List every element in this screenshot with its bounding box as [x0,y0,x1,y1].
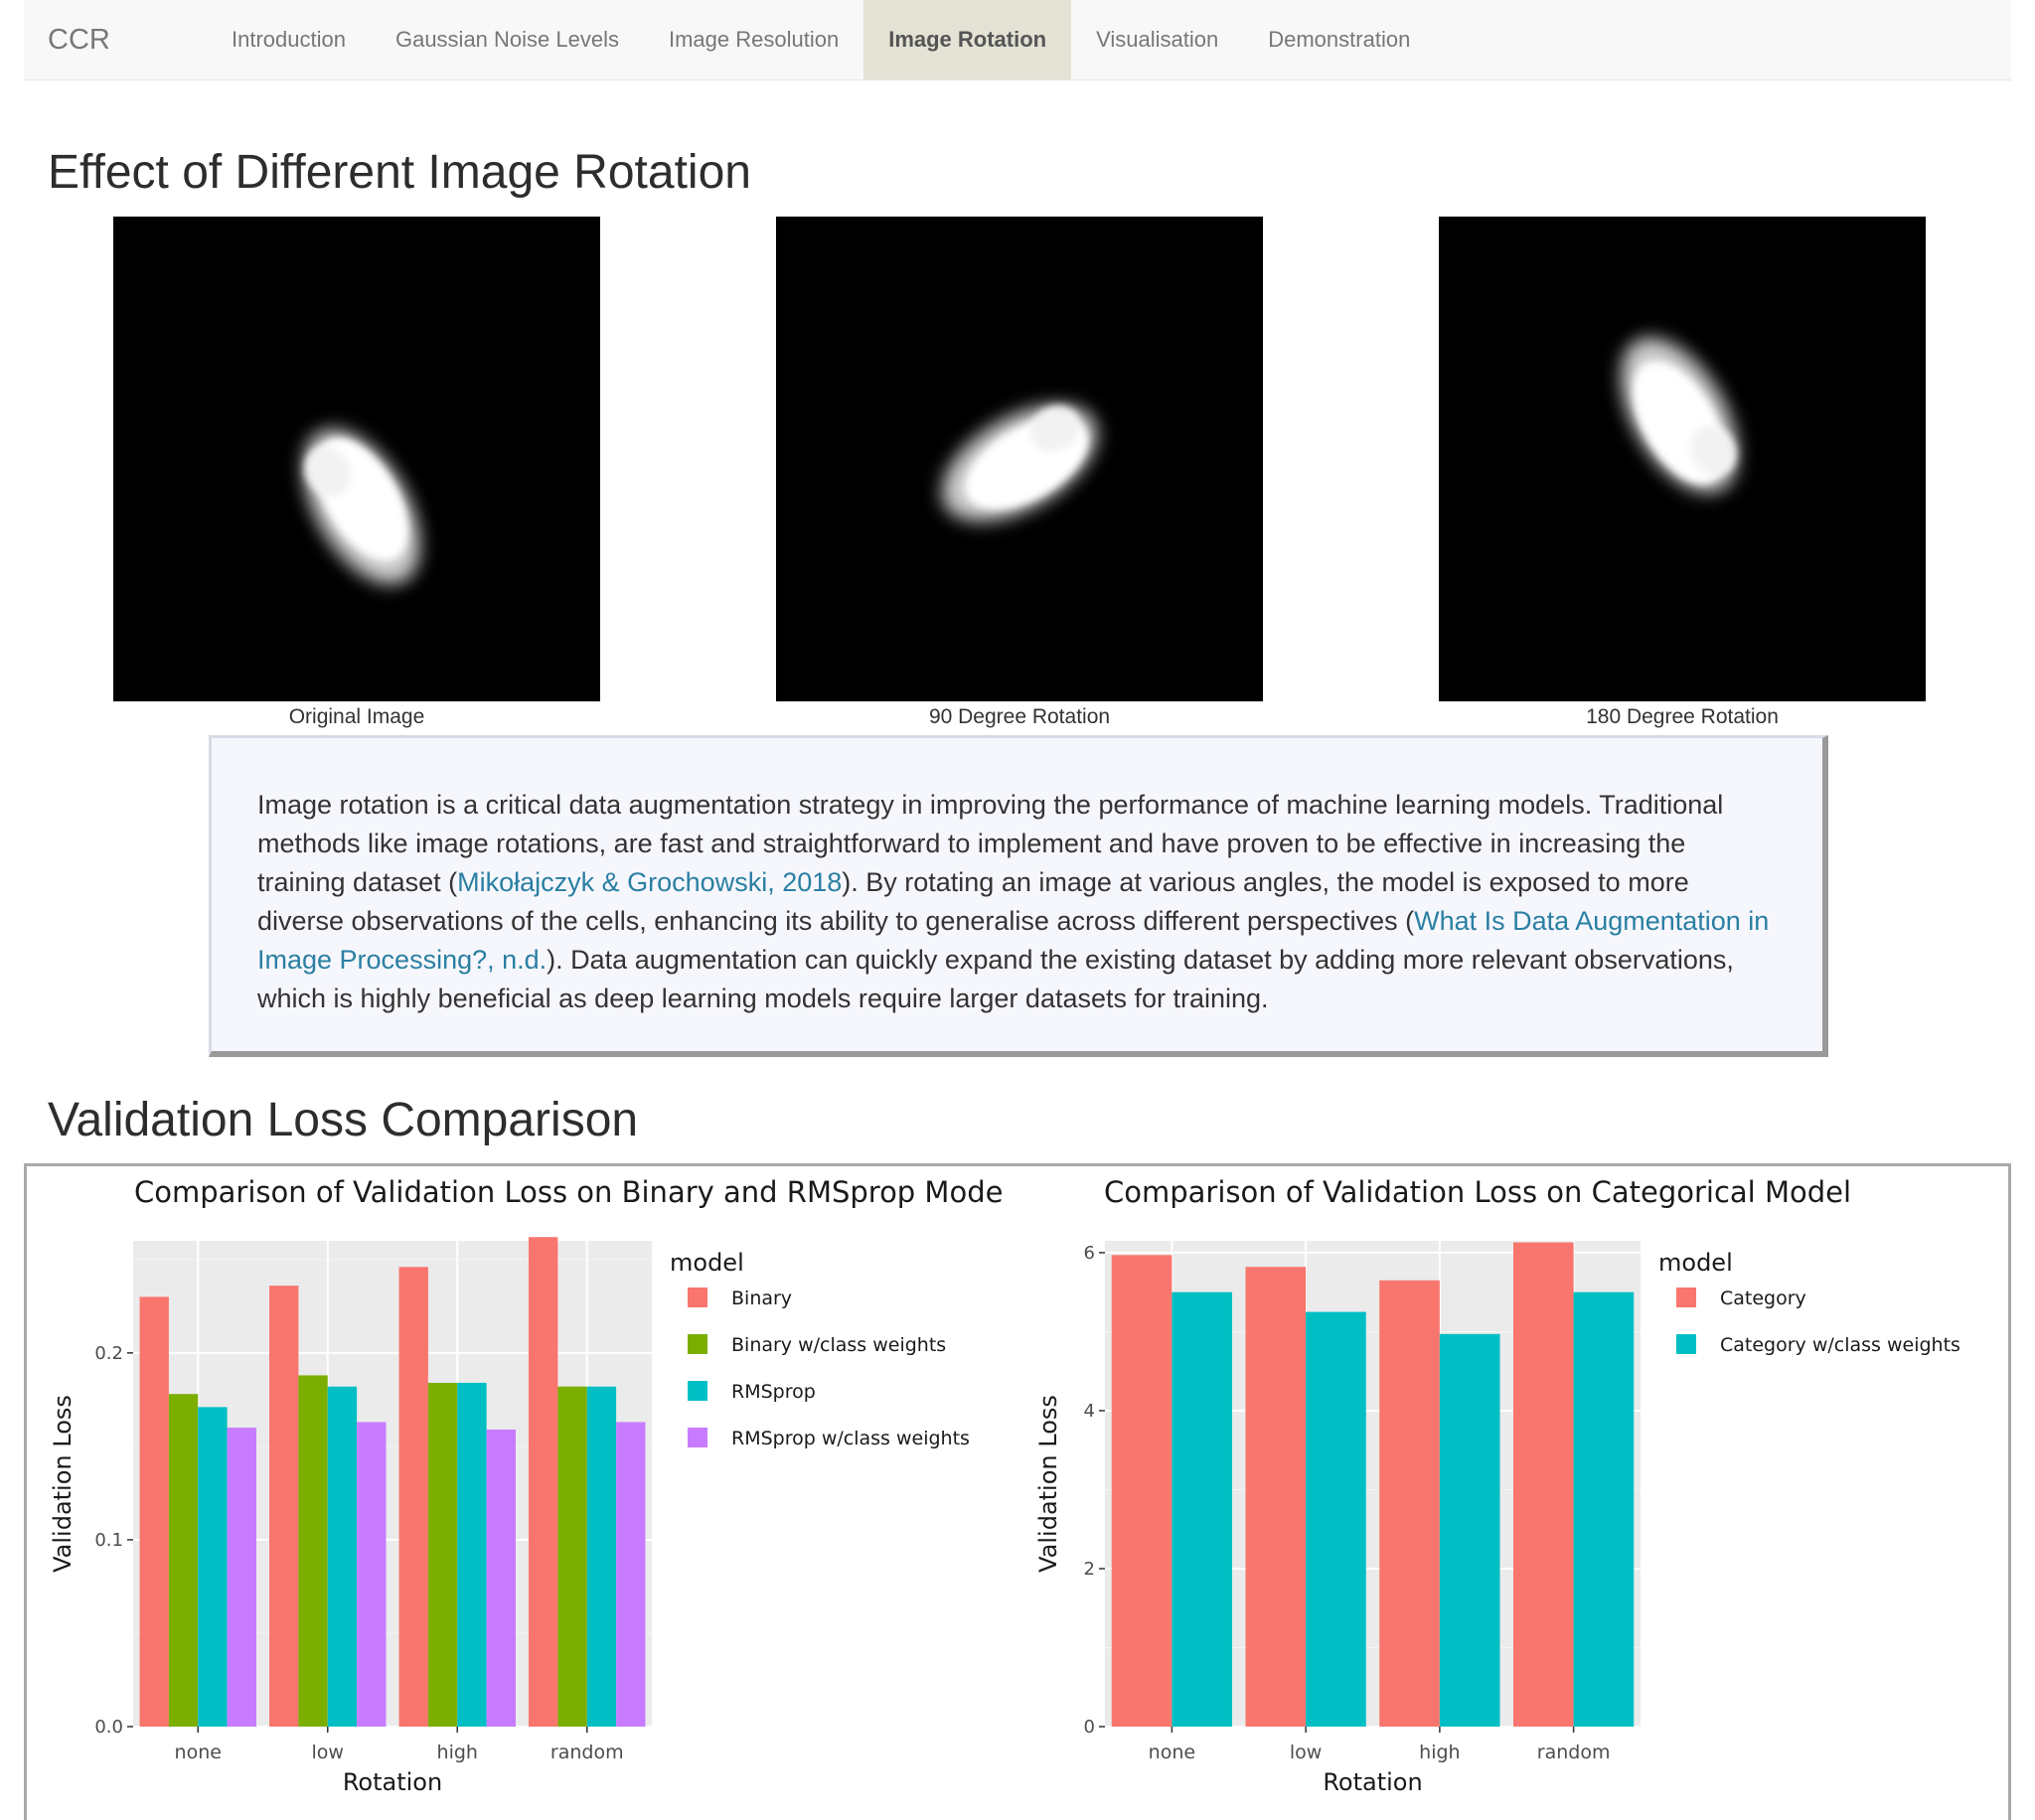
rotated-180-image-caption: 180 Degree Rotation [1586,705,1779,728]
rotated-180-cell-image [1439,217,1926,701]
tab-introduction[interactable]: Introduction [232,27,346,52]
bar-category-random [1512,1242,1574,1727]
tab-gaussian-noise-levels[interactable]: Gaussian Noise Levels [394,27,619,52]
y-tick-label: 6 [1084,1243,1095,1264]
y-tick-label: 0.2 [94,1343,123,1364]
rotation-section-title: Effect of Different Image Rotation [48,146,751,199]
legend-label-rmsprop: RMSprop [731,1381,816,1403]
x-tick-label: random [1537,1742,1611,1763]
bar-rmsprop-random [586,1386,617,1727]
bar-category-none [1111,1255,1173,1727]
legend-key-category-w-class-weights [1676,1334,1696,1354]
bar-rmsprop-none [198,1407,228,1727]
legend-key-binary [688,1288,707,1307]
navbar: CCR Introduction Gaussian Noise Levels I… [24,0,2011,80]
charts-frame: Comparison of Validation Loss on Binary … [24,1163,2011,1820]
rotation-description-box: Image rotation is a critical data augmen… [209,735,1828,1057]
bar-rmsprop-w-class-weights-high [486,1429,516,1727]
legend-label-category: Category [1720,1288,1806,1309]
x-tick-label: none [1149,1742,1195,1763]
x-tick-label: high [1419,1742,1460,1763]
y-tick-label: 0.0 [94,1717,123,1738]
bar-rmsprop-low [327,1386,358,1727]
chart-title: Comparison of Validation Loss on Binary … [134,1175,1003,1209]
bar-category-w-class-weights-random [1573,1291,1635,1727]
bar-category-high [1379,1280,1440,1727]
legend-key-rmsprop [688,1381,707,1401]
bar-rmsprop-w-class-weights-low [357,1422,387,1727]
legend-title: model [1658,1249,1733,1277]
y-axis-title: Validation Loss [1034,1395,1062,1573]
bar-rmsprop-w-class-weights-none [227,1428,256,1727]
x-tick-label: low [312,1742,344,1763]
bar-category-w-class-weights-low [1306,1311,1366,1727]
x-axis-title: Rotation [1323,1768,1422,1796]
nav-tabs: Introduction Gaussian Noise Levels Image… [207,0,1435,79]
description-text: Image rotation is a critical data augmen… [257,790,1724,897]
brand-logo[interactable]: CCR [48,24,110,56]
legend-key-rmsprop-w-class-weights [688,1428,707,1447]
y-tick-label: 2 [1084,1559,1095,1580]
bar-binary-w-class-weights-none [168,1394,199,1727]
legend-label-binary: Binary [731,1288,792,1309]
tab-visualisation[interactable]: Visualisation [1096,27,1219,52]
rotated-90-image-caption: 90 Degree Rotation [928,705,1111,728]
legend-label-rmsprop-w-class-weights: RMSprop w/class weights [731,1428,970,1449]
bar-binary-w-class-weights-low [298,1375,328,1727]
categorical-validation-chart: Comparison of Validation Loss on Categor… [1034,1175,1960,1796]
y-axis-title: Validation Loss [49,1395,77,1573]
citation-link-mikolajczyk[interactable]: Mikołajczyk & Grochowski, 2018 [457,867,843,897]
bar-binary-random [529,1237,558,1727]
y-tick-label: 4 [1084,1401,1095,1422]
tab-demonstration[interactable]: Demonstration [1268,27,1411,52]
legend-label-binary-w-class-weights: Binary w/class weights [731,1334,946,1356]
x-tick-label: random [550,1742,624,1763]
bar-category-w-class-weights-high [1439,1333,1500,1727]
x-tick-label: low [1290,1742,1322,1763]
binary-rmsprop-validation-chart: Comparison of Validation Loss on Binary … [49,1175,1003,1796]
x-tick-label: none [175,1742,222,1763]
bar-binary-w-class-weights-high [427,1382,458,1727]
description-text: ). By rotating an image at various angle… [257,867,1689,936]
legend-title: model [670,1249,744,1277]
tab-image-resolution[interactable]: Image Resolution [668,27,840,52]
x-tick-label: high [437,1742,478,1763]
legend-key-category [1676,1288,1696,1307]
bar-binary-high [398,1267,428,1727]
bar-rmsprop-high [457,1382,487,1727]
bar-category-low [1245,1267,1307,1727]
bar-category-w-class-weights-none [1172,1291,1233,1727]
original-cell-image [113,217,600,701]
citation-link-data-augmentation[interactable]: What Is Data Augmentation in Image Proce… [257,906,1770,975]
bar-binary-w-class-weights-random [557,1386,587,1727]
validation-section-title: Validation Loss Comparison [48,1094,639,1146]
description-text: ). Data augmentation can quickly expand … [257,945,1734,1013]
rotated-90-cell-image [776,217,1263,701]
tab-image-rotation[interactable]: Image Rotation [863,0,1072,79]
x-axis-title: Rotation [343,1768,442,1796]
y-tick-label: 0.1 [94,1530,123,1551]
chart-title: Comparison of Validation Loss on Categor… [1104,1175,1851,1209]
bar-binary-none [139,1296,169,1727]
bar-binary-low [269,1286,299,1727]
original-image-caption: Original Image [288,705,425,728]
legend-key-binary-w-class-weights [688,1334,707,1354]
bar-rmsprop-w-class-weights-random [616,1422,646,1727]
legend-label-category-w-class-weights: Category w/class weights [1720,1334,1960,1356]
y-tick-label: 0 [1084,1717,1095,1738]
